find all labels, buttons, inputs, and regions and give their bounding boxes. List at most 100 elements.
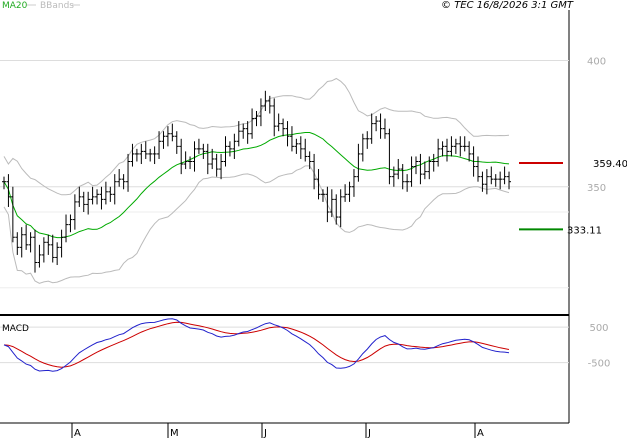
price-panel <box>0 10 569 313</box>
price-bar <box>241 123 246 139</box>
price-bar <box>263 90 268 111</box>
price-bar <box>50 234 55 263</box>
price-bar <box>37 244 42 268</box>
price-levels: 359.40 333.11 <box>519 159 627 236</box>
bband-lower <box>3 165 510 284</box>
price-bar <box>374 116 379 132</box>
price-bar <box>436 138 441 167</box>
price-bar <box>130 143 135 167</box>
macd-panel: 500 -500 <box>0 318 610 372</box>
price-bar <box>480 171 485 192</box>
month-label: M <box>170 428 179 439</box>
price-bar <box>143 141 148 159</box>
price-bar <box>369 113 374 144</box>
support-label: 333.11 <box>567 225 602 236</box>
price-bar <box>498 171 503 190</box>
price-bar <box>298 136 303 159</box>
price-bar <box>254 111 259 127</box>
price-bar <box>413 156 418 175</box>
price-bar <box>24 224 29 250</box>
price-bar <box>334 194 339 225</box>
price-bar <box>179 138 184 175</box>
price-bar <box>360 133 365 162</box>
price-bar <box>210 148 215 170</box>
price-bar <box>378 113 383 139</box>
price-bar <box>64 214 69 243</box>
price-bar <box>103 181 108 205</box>
price-bar <box>285 121 290 147</box>
macd-line <box>3 318 510 372</box>
price-bar <box>223 136 228 167</box>
price-bar <box>422 161 427 180</box>
price-bar <box>449 136 454 157</box>
price-axis-labels: 350 400 <box>587 57 606 194</box>
price-bar <box>192 141 197 172</box>
price-bar <box>139 143 144 165</box>
price-bar <box>458 136 463 157</box>
price-bar <box>2 176 6 190</box>
price-bar <box>148 148 153 162</box>
price-bar <box>356 143 361 182</box>
price-bar <box>10 186 15 243</box>
price-bar <box>214 153 219 177</box>
month-label: J <box>263 428 267 439</box>
price-bar <box>183 151 188 170</box>
price-bar <box>382 118 387 139</box>
macd-tick-500: 500 <box>589 323 608 334</box>
price-bar <box>46 234 51 255</box>
price-bar <box>121 174 126 190</box>
legend-bbands: BBands <box>40 1 74 11</box>
price-bar <box>33 229 38 273</box>
price-bar <box>307 151 312 170</box>
price-tick-400: 400 <box>587 57 606 68</box>
price-bar <box>320 189 325 202</box>
price-bar <box>387 128 392 185</box>
price-bar <box>276 113 281 132</box>
price-bar <box>418 153 423 185</box>
price-bar <box>232 133 237 159</box>
price-bar <box>325 186 330 223</box>
price-bar <box>59 229 64 258</box>
price-bar <box>6 174 11 207</box>
price-bar <box>365 131 370 149</box>
price-bar <box>440 141 445 157</box>
month-label: A <box>477 428 484 439</box>
price-bar <box>19 227 24 258</box>
price-bar <box>462 136 467 152</box>
price-bar <box>316 169 321 200</box>
price-bar <box>188 156 193 170</box>
legend-ma20: MA20 <box>2 1 28 11</box>
price-bar <box>90 186 95 205</box>
price-bar <box>351 169 356 197</box>
price-bar <box>400 164 405 190</box>
price-bar <box>489 166 494 185</box>
price-bar <box>68 214 73 233</box>
price-bar <box>507 171 512 190</box>
price-bar <box>445 138 449 162</box>
price-tick-350: 350 <box>587 183 606 194</box>
price-bar <box>165 126 170 147</box>
price-bar <box>338 189 343 228</box>
price-bar <box>152 146 157 165</box>
price-bar <box>55 242 60 266</box>
price-bar <box>117 169 122 187</box>
price-bar <box>227 141 232 157</box>
price-bar <box>347 181 352 202</box>
price-bar <box>476 156 481 182</box>
month-label: A <box>74 428 81 439</box>
macd-title: MACD <box>2 324 29 334</box>
price-bar <box>126 153 131 192</box>
price-bar <box>294 138 299 154</box>
price-bar <box>329 189 334 218</box>
macd-signal-line <box>3 321 510 368</box>
price-bar <box>170 123 175 142</box>
price-bar <box>303 138 308 162</box>
price-bar <box>95 189 100 205</box>
month-label: J <box>367 428 371 439</box>
price-bar <box>267 95 272 114</box>
price-bar <box>86 191 91 215</box>
price-bar <box>502 166 507 185</box>
price-bar <box>112 174 117 205</box>
